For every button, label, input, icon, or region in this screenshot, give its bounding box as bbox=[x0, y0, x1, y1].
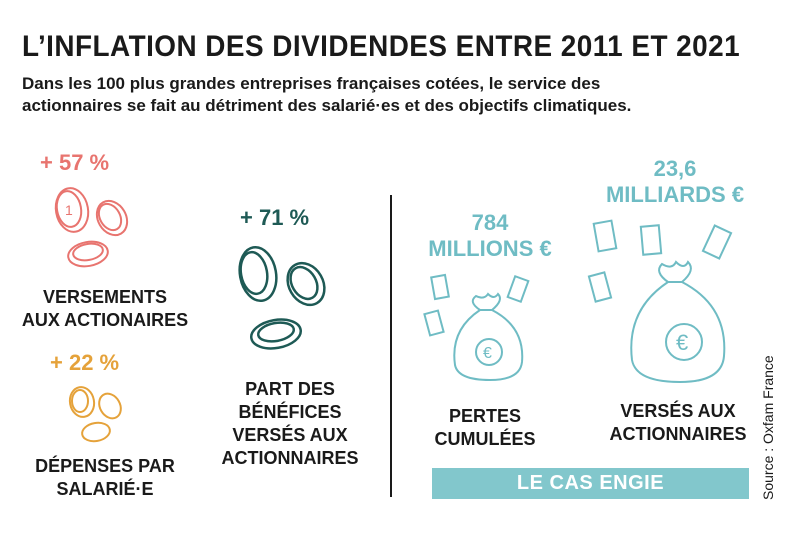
subtitle: Dans les 100 plus grandes entreprises fr… bbox=[22, 73, 722, 117]
orange-coins-icon bbox=[68, 386, 122, 443]
small-money-bag-icon: € bbox=[423, 273, 530, 382]
engie-banner: LE CAS ENGIE bbox=[432, 468, 749, 499]
teal-coins-icon bbox=[238, 245, 326, 350]
part-label-line-2: BÉNÉFICES bbox=[238, 402, 342, 422]
depenses-label-line-1: DÉPENSES PAR bbox=[35, 456, 175, 476]
divider bbox=[390, 195, 392, 497]
red-coins-icon: 1 bbox=[54, 187, 129, 268]
pertes-value: 784 MILLIONS € bbox=[425, 210, 555, 262]
subtitle-line-1: Dans les 100 plus grandes entreprises fr… bbox=[22, 74, 601, 93]
svg-text:1: 1 bbox=[65, 202, 73, 218]
part-label: PART DES BÉNÉFICES VERSÉS AUX ACTIONNAIR… bbox=[205, 378, 375, 470]
pertes-label: PERTES CUMULÉES bbox=[415, 405, 555, 451]
svg-text:€: € bbox=[483, 345, 492, 362]
pertes-label-line-2: CUMULÉES bbox=[434, 429, 536, 449]
versements-value: + 57 % bbox=[40, 150, 110, 175]
depenses-value: + 22 % bbox=[50, 350, 120, 375]
verses-value: 23,6 MILLIARDS € bbox=[600, 156, 750, 208]
large-money-bag-icon: € bbox=[587, 219, 733, 384]
subtitle-line-2: actionnaires se fait au détriment des sa… bbox=[22, 96, 632, 115]
pertes-value-line-1: 784 bbox=[471, 210, 509, 235]
part-label-line-1: PART DES bbox=[245, 379, 335, 399]
page-title: L’INFLATION DES DIVIDENDES ENTRE 2011 ET… bbox=[22, 30, 741, 63]
part-value: + 71 % bbox=[240, 205, 310, 230]
svg-text:€: € bbox=[676, 330, 688, 355]
verses-value-line-2: MILLIARDS € bbox=[605, 182, 745, 207]
source-credit: Source : Oxfam France bbox=[760, 355, 776, 500]
verses-label: VERSÉS AUX ACTIONNAIRES bbox=[598, 400, 758, 446]
versements-label: VERSEMENTS AUX ACTIONAIRES bbox=[20, 286, 190, 332]
pertes-label-line-1: PERTES bbox=[448, 406, 522, 426]
depenses-label-line-2: SALARIÉ·E bbox=[56, 479, 154, 499]
verses-label-line-2: ACTIONNAIRES bbox=[609, 424, 747, 444]
depenses-label: DÉPENSES PAR SALARIÉ·E bbox=[20, 455, 190, 501]
versements-label-line-1: VERSEMENTS bbox=[42, 287, 168, 307]
verses-value-line-1: 23,6 bbox=[653, 156, 697, 181]
versements-label-line-2: AUX ACTIONAIRES bbox=[21, 310, 189, 330]
part-label-line-4: ACTIONNAIRES bbox=[221, 448, 359, 468]
pertes-value-line-2: MILLIONS € bbox=[428, 236, 552, 261]
part-label-line-3: VERSÉS AUX bbox=[232, 425, 348, 445]
verses-label-line-1: VERSÉS AUX bbox=[620, 401, 736, 421]
